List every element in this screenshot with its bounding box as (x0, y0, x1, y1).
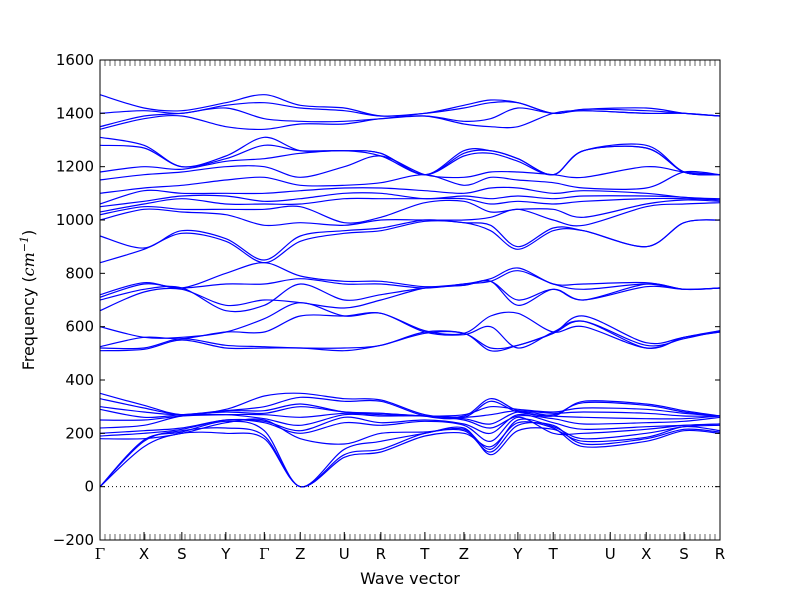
phonon-branch-34 (99, 107, 721, 128)
x-axis-title: Wave vector (360, 569, 460, 588)
plot-frame (99, 59, 721, 541)
y-tick-label: 1600 (56, 51, 94, 69)
phonon-branch-32 (99, 136, 721, 176)
phonon-branch-26 (99, 192, 721, 208)
phonon-branch-6 (99, 413, 721, 435)
q-point-label: S (679, 545, 689, 563)
phonon-branch-36 (99, 94, 721, 117)
q-point-label: U (339, 545, 350, 563)
dispersion-curves (99, 94, 721, 488)
phonon-branch-16 (99, 302, 721, 349)
phonon-branch-23 (99, 202, 721, 227)
phonon-branch-13 (99, 315, 721, 352)
phonon-branch-20 (99, 262, 721, 296)
y-tick-label: 200 (65, 424, 94, 442)
q-point-label: R (376, 545, 386, 563)
y-axis-title: Frequency (cm−1) (18, 230, 39, 371)
q-point-label: T (548, 545, 559, 563)
tick-labels: −200 0 200 400 600 800 1000 1200 1400 1600 Γ X S Y Γ Z U… (53, 51, 725, 563)
q-point-label: Γ (95, 545, 105, 563)
y-tick-label: 1200 (56, 158, 94, 176)
y-tick-label: −200 (53, 531, 94, 549)
q-point-label: U (605, 545, 616, 563)
y-tick-label: 800 (65, 264, 94, 282)
q-point-label: Z (459, 545, 469, 563)
q-point-label: X (641, 545, 651, 563)
q-point-label: X (139, 545, 149, 563)
q-point-label: R (715, 545, 725, 563)
phonon-branch-4 (99, 418, 721, 450)
phonon-branch-24 (99, 199, 721, 224)
y-tick-label: 1400 (56, 104, 94, 122)
q-point-label: Y (512, 545, 523, 563)
phonon-branch-12 (99, 392, 721, 418)
y-axis-unit-exponent: −1 (18, 236, 31, 252)
phonon-branch-27 (99, 186, 721, 205)
y-tick-label: 400 (65, 371, 94, 389)
q-point-label: Γ (259, 545, 269, 563)
y-axis-title-suffix: ) (19, 230, 38, 236)
y-tick-label: 0 (84, 478, 94, 496)
q-point-label: Z (295, 545, 305, 563)
q-point-label: T (419, 545, 430, 563)
phonon-branch-3 (99, 420, 721, 488)
q-point-label: Y (220, 545, 231, 563)
q-point-label: S (177, 545, 187, 563)
phonon-branch-1 (99, 421, 721, 488)
axis-ticks (99, 59, 721, 541)
y-axis-title-prefix: Frequency ( (19, 276, 38, 370)
y-axis-unit-base: cm (19, 252, 38, 276)
phonon-branch-19 (99, 270, 721, 298)
y-tick-label: 600 (65, 318, 94, 336)
y-tick-label: 1000 (56, 211, 94, 229)
